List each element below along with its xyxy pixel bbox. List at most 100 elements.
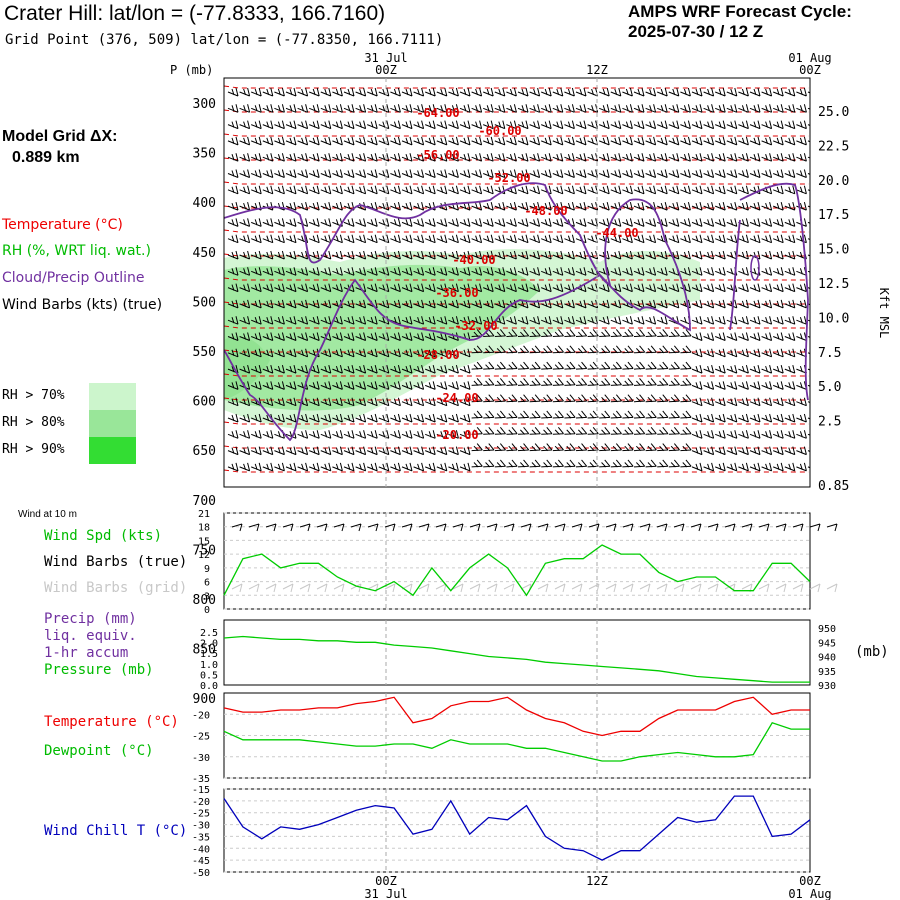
wind-barb-stroke xyxy=(610,443,622,452)
wind-barb-stroke xyxy=(599,394,611,403)
wind-chill-line xyxy=(223,795,811,861)
wind-barb xyxy=(633,185,645,195)
wind-barb xyxy=(471,218,483,227)
wind-barb-stroke xyxy=(448,283,459,293)
wind-barb xyxy=(506,267,517,276)
wind-barb xyxy=(599,87,610,97)
wind-barb-stroke xyxy=(506,329,518,338)
legend-temperature: Temperature (°C) xyxy=(2,217,123,233)
model-grid-line2: 0.889 km xyxy=(12,149,80,166)
wind-barb-stroke xyxy=(541,283,552,293)
wind-barb xyxy=(494,169,506,178)
wind-barb-stroke xyxy=(285,299,297,309)
wind-barb-stroke xyxy=(726,332,738,341)
wind-barb xyxy=(657,426,669,435)
wind-barb xyxy=(773,446,784,456)
pressure-tick-label: 900 xyxy=(193,692,216,707)
wind-barb xyxy=(587,426,599,435)
wind-barb-stroke xyxy=(552,185,564,195)
wind-barb-grid xyxy=(265,583,277,593)
wind-barb-stroke xyxy=(239,413,251,423)
wind-barb xyxy=(784,462,796,472)
wind-barb xyxy=(703,430,715,439)
wind-barb xyxy=(541,136,552,146)
wind-barb xyxy=(633,345,646,354)
wind-barb-stroke xyxy=(378,348,390,358)
wind-barb-true xyxy=(520,523,532,532)
wind-barb-stroke xyxy=(680,361,692,370)
wind-barb xyxy=(367,120,378,130)
wind-barb xyxy=(726,462,738,472)
wind-barb-stroke xyxy=(309,234,320,244)
wind-barb xyxy=(274,364,285,374)
pressure-tick-label: 930 xyxy=(818,681,836,692)
wind-barb xyxy=(564,410,576,419)
wind-barb xyxy=(274,413,285,423)
wind-barb xyxy=(784,153,796,162)
wind-barb-true xyxy=(809,523,821,532)
wind-barb-stroke xyxy=(390,462,401,472)
wind-barb-stroke xyxy=(552,169,564,178)
wind-barb xyxy=(297,462,309,472)
wind-barb-stroke xyxy=(541,201,552,211)
wind-barb xyxy=(587,87,599,97)
wind-barb xyxy=(309,397,320,407)
wind-barb-true xyxy=(741,523,753,532)
wind-barb xyxy=(320,446,332,456)
wind-barb xyxy=(367,462,378,472)
wind-barb xyxy=(575,299,587,309)
wind-barb xyxy=(633,104,645,113)
wind-barb-stroke xyxy=(541,218,552,227)
panel-frame xyxy=(223,512,811,610)
wind-barb-stroke xyxy=(401,234,413,244)
wind-barb xyxy=(761,234,773,244)
wind-barb-stroke xyxy=(425,430,436,439)
wind-barb xyxy=(784,169,796,178)
wind-barb-stroke xyxy=(761,218,773,227)
wind-barb-stroke xyxy=(448,136,459,146)
wind-barb xyxy=(425,136,436,146)
wind-barb-stroke xyxy=(657,426,669,435)
wind-barb-true xyxy=(350,523,362,532)
wind-barb-grid xyxy=(775,583,787,593)
wind-barb xyxy=(483,104,494,113)
wind-barb-stroke xyxy=(274,104,285,113)
wind-barb-stroke xyxy=(413,185,425,195)
value-tick-label: 15 xyxy=(198,536,210,547)
wind-barb xyxy=(494,104,506,113)
wind-barb xyxy=(483,267,494,276)
wind-barb-stroke xyxy=(239,201,251,211)
wind-barb xyxy=(784,413,796,423)
wind-barb-stroke xyxy=(668,345,680,354)
wind-barb xyxy=(784,201,796,211)
wind-barb xyxy=(691,413,703,423)
wind-barb xyxy=(436,397,448,407)
value-tick-label: -20 xyxy=(192,710,210,721)
wind-barb-stroke xyxy=(691,153,703,162)
wind-barb xyxy=(680,120,691,130)
wind-barb xyxy=(448,169,459,178)
wind-barb-true xyxy=(503,523,515,532)
wind-barb-stroke xyxy=(529,361,541,370)
wind-barb-stroke xyxy=(227,267,239,276)
wind-barb-stroke xyxy=(332,446,343,456)
height-tick-label: 5.0 xyxy=(818,380,841,395)
wind-barb xyxy=(552,329,564,338)
wind-barb xyxy=(343,218,355,227)
wind-barb-stroke xyxy=(773,201,784,211)
wind-barb xyxy=(494,299,506,309)
wind-barb xyxy=(239,267,251,276)
wind-barb-stroke xyxy=(332,120,343,130)
wind-barb xyxy=(494,410,506,419)
wind-barb xyxy=(436,136,448,146)
wind-barb-stroke xyxy=(657,410,669,419)
wind-barb-stroke xyxy=(274,87,285,97)
wind-barb xyxy=(262,381,274,390)
wind-barb-stroke xyxy=(343,462,355,472)
wind-barb-stroke xyxy=(320,381,332,390)
wind-barb-stroke xyxy=(680,329,692,338)
wind-barb-stroke xyxy=(552,120,564,130)
wind-barb-stroke xyxy=(749,332,761,341)
wind-barb xyxy=(425,87,436,97)
wind-barb xyxy=(668,169,680,178)
